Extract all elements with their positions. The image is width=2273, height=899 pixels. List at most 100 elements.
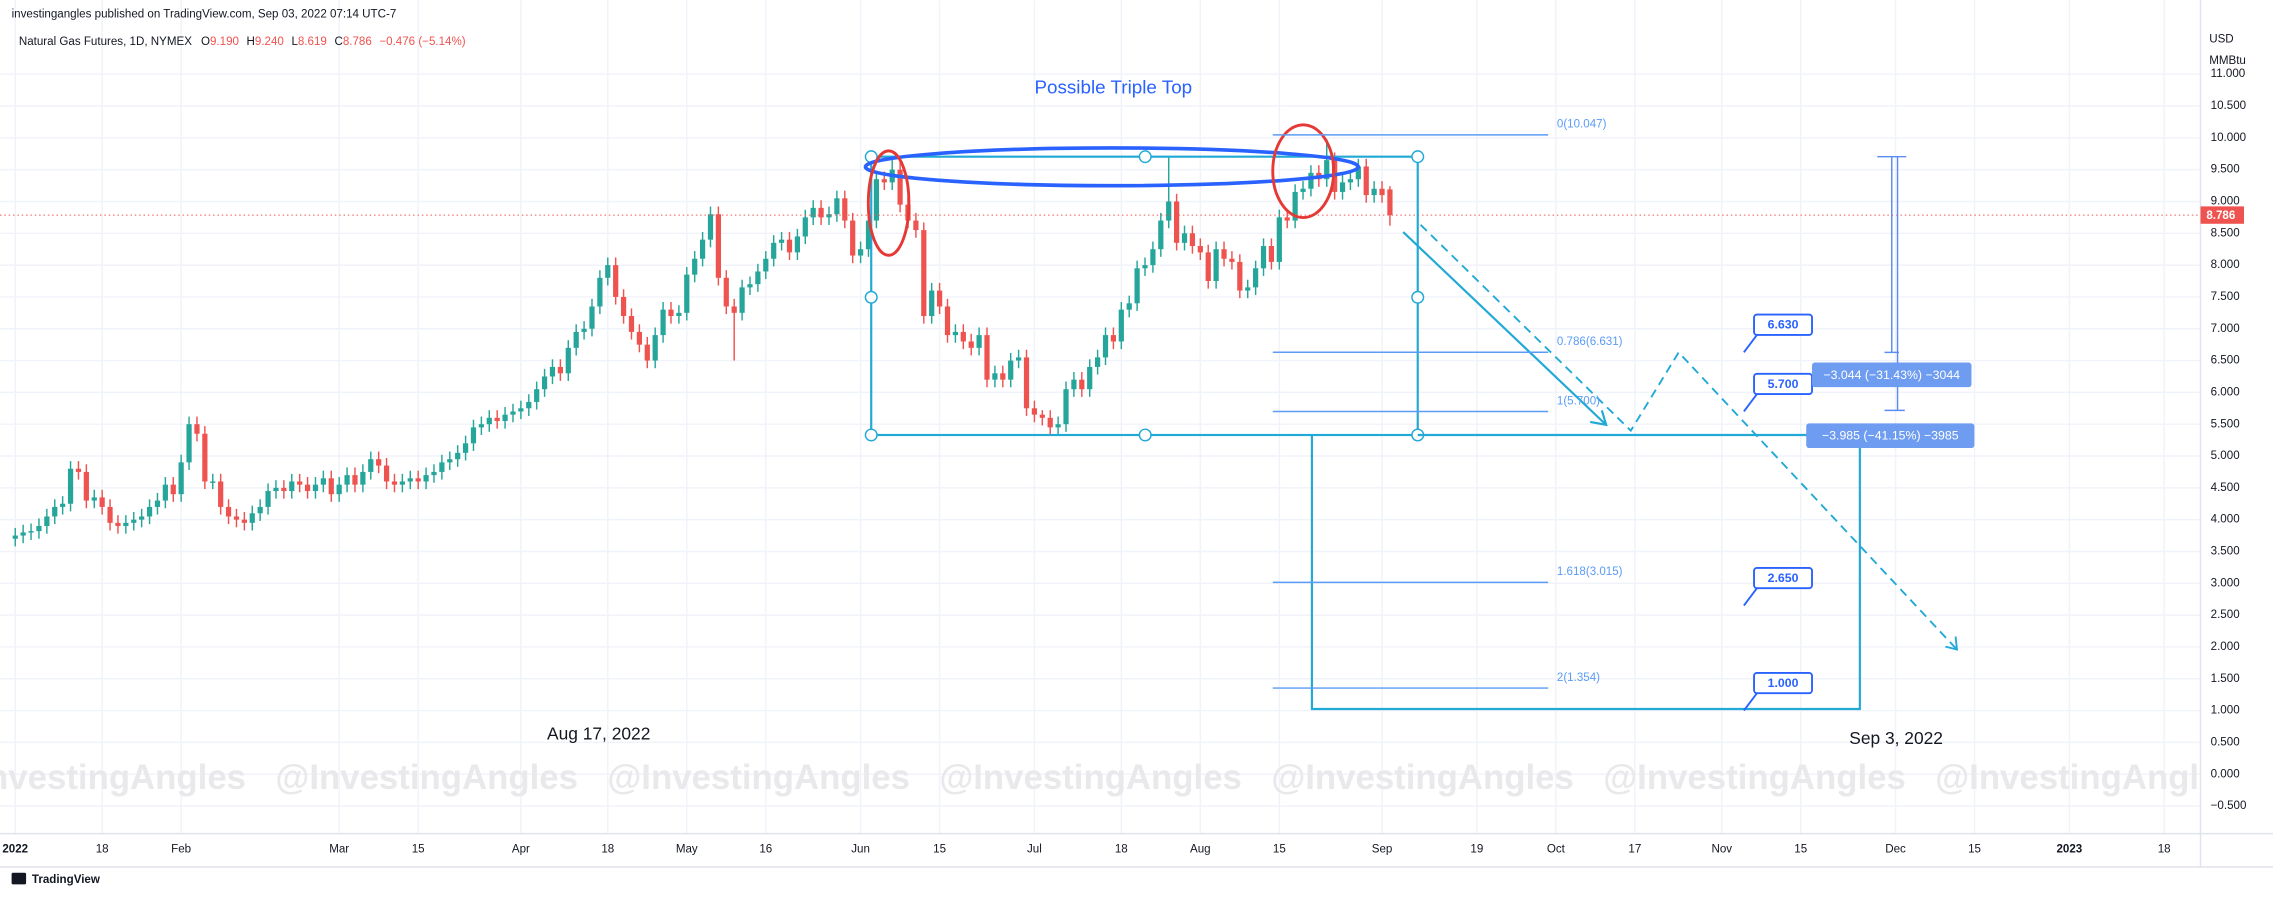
y-tick-label: 6.000 [2211, 386, 2240, 398]
candle-body [1071, 379, 1077, 390]
candle-body [344, 475, 350, 485]
candle-body [897, 169, 903, 205]
candle-body [1181, 233, 1188, 243]
candle-body [526, 401, 532, 409]
x-tick-label: 18 [601, 844, 614, 856]
x-tick-label: 2023 [2056, 844, 2082, 856]
candle-body [597, 277, 603, 307]
candle-body [257, 506, 263, 514]
ohlc-key: H [247, 36, 255, 48]
candle-body [139, 516, 145, 520]
candle-body [431, 471, 437, 476]
candle-body [541, 376, 548, 390]
drawings: 0(10.047) 0.786(6.631) 1(5.700) 1.618(3.015… [0, 119, 2201, 712]
candle-body [1205, 252, 1211, 282]
date-note: Sep 3, 2022 [1849, 728, 1943, 748]
candle-body [383, 465, 390, 482]
candle-body [1371, 188, 1377, 196]
candle-body [210, 481, 216, 483]
candle-body [265, 491, 271, 507]
candle-body [1197, 246, 1203, 253]
candle-body [1189, 233, 1196, 247]
callout-pointer [1743, 334, 1758, 353]
y-tick-label: 11.000 [2211, 68, 2246, 80]
watermark: @InvestingAngles [1603, 759, 1906, 797]
candle-body [1008, 360, 1014, 380]
candle-body [581, 328, 587, 332]
x-tick-label: Aug [1190, 844, 1211, 856]
candle-body [36, 526, 42, 532]
brand[interactable]: TradingView [32, 874, 101, 886]
y-tick-label: −0.500 [2211, 800, 2247, 812]
candle-body [1047, 417, 1053, 428]
x-tick-label: 18 [96, 844, 109, 856]
candle-body [1237, 261, 1243, 291]
candle-body [1166, 201, 1172, 221]
x-tick-label: Nov [1711, 844, 1732, 856]
currency: USD [2209, 33, 2233, 45]
candle-body [455, 452, 461, 460]
candle-body [1308, 172, 1314, 189]
candle-body [202, 433, 208, 482]
candle-body [794, 236, 801, 253]
candle-body [936, 290, 943, 307]
candle-body [44, 516, 50, 527]
arrow-head [1590, 410, 1608, 427]
candle-body [865, 220, 872, 250]
candle-body [573, 331, 579, 348]
candle-body [826, 214, 832, 218]
x-tick-label: Feb [171, 844, 191, 856]
candle-body [565, 347, 571, 374]
candle-body [75, 468, 82, 472]
candle-body [976, 335, 982, 348]
brand-logo [11, 872, 27, 885]
y-tick-label: 10.500 [2211, 100, 2246, 112]
top-circle [1271, 123, 1336, 220]
candle-body [502, 414, 508, 422]
candle-body [107, 506, 113, 523]
candle-body [692, 258, 698, 275]
candle-body [620, 296, 627, 317]
y-tick-label: 0.500 [2211, 736, 2240, 748]
candle-body [249, 513, 255, 523]
candle-body [944, 306, 951, 336]
candle-body [1268, 246, 1275, 262]
candle-body [1000, 373, 1006, 380]
candle-body [218, 481, 224, 507]
callout-box [1753, 671, 1813, 695]
candle-body [376, 459, 382, 466]
candle-body [755, 271, 761, 285]
target-box [1310, 435, 1861, 711]
candle-body [123, 522, 129, 527]
handle [1411, 150, 1425, 164]
arrow-head [1945, 636, 1959, 651]
candle-body [960, 331, 966, 342]
candle-body [881, 179, 887, 183]
candle-body [60, 503, 66, 507]
x-tick-label: Jul [1027, 844, 1042, 856]
candle-body [170, 484, 176, 495]
callout-box [1753, 566, 1813, 590]
candle-body [1221, 249, 1227, 259]
y-tick-label: 0.000 [2211, 768, 2240, 780]
watermark: @InvestingAngles [607, 759, 910, 797]
candle-body [162, 484, 168, 501]
x-tick-label: 18 [1115, 844, 1128, 856]
x-tick-label: Sep [1372, 844, 1393, 856]
candle-body [834, 198, 840, 215]
candle-body [763, 258, 769, 272]
handle [864, 290, 878, 304]
candle-body [67, 468, 74, 504]
ohlc-value: 9.190 [210, 36, 239, 48]
candle-body [352, 475, 358, 485]
candle-body [1292, 191, 1298, 221]
candle-body [415, 478, 421, 482]
y-tick-label: 3.500 [2211, 546, 2240, 558]
candle-body [233, 516, 240, 520]
candle-body [368, 459, 374, 472]
projection-path [1419, 224, 1958, 651]
ohlc-key: L [291, 36, 298, 48]
candle-body [731, 306, 737, 313]
candle-body [115, 522, 121, 527]
chart-title: Possible Triple Top [1034, 77, 1192, 98]
